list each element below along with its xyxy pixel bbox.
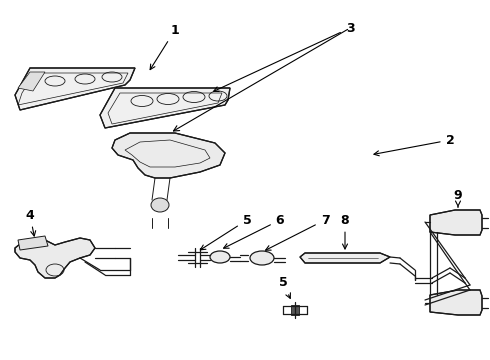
Text: 6: 6 — [223, 213, 284, 248]
Polygon shape — [100, 88, 230, 128]
Polygon shape — [18, 236, 48, 250]
Polygon shape — [15, 238, 95, 278]
Polygon shape — [300, 253, 390, 263]
Text: 7: 7 — [266, 213, 329, 250]
Ellipse shape — [151, 198, 169, 212]
Text: 3: 3 — [214, 22, 354, 91]
Polygon shape — [112, 133, 225, 178]
Text: 5: 5 — [279, 276, 291, 298]
Ellipse shape — [250, 251, 274, 265]
Text: 4: 4 — [25, 208, 36, 236]
Ellipse shape — [210, 251, 230, 263]
Text: 8: 8 — [341, 213, 349, 249]
Polygon shape — [15, 68, 135, 110]
Polygon shape — [18, 72, 45, 91]
Text: 2: 2 — [374, 134, 454, 156]
Polygon shape — [291, 305, 299, 315]
Polygon shape — [430, 290, 482, 315]
Text: 9: 9 — [454, 189, 462, 207]
Text: 1: 1 — [150, 23, 179, 69]
Text: 5: 5 — [200, 213, 251, 250]
Polygon shape — [430, 210, 482, 235]
